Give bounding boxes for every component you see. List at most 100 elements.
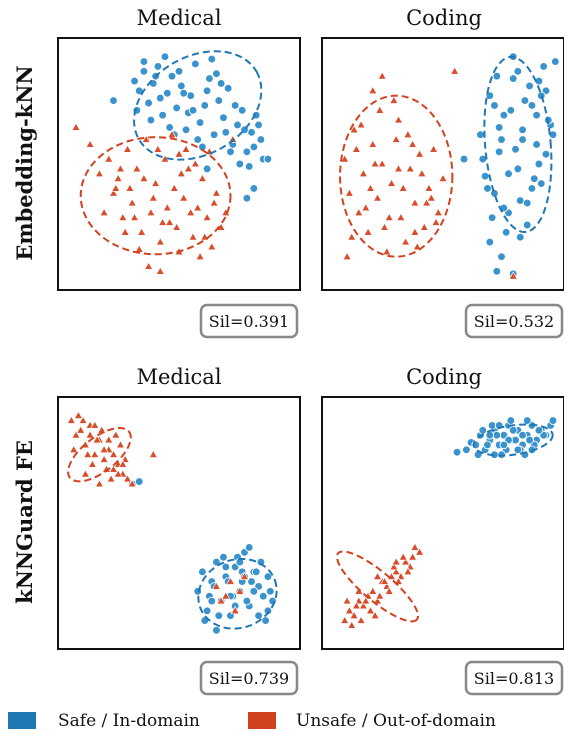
point-safe	[532, 140, 541, 149]
point-unsafe	[354, 207, 364, 217]
point-safe	[202, 164, 212, 174]
point-unsafe	[186, 207, 196, 217]
point-safe	[525, 81, 534, 91]
point-safe	[193, 135, 203, 144]
point-safe	[251, 567, 261, 577]
point-safe	[223, 84, 233, 93]
point-unsafe	[368, 85, 378, 95]
point-safe	[242, 193, 252, 203]
point-unsafe	[358, 601, 368, 610]
point-unsafe	[351, 601, 361, 610]
point-safe	[527, 101, 537, 110]
panel-title-0: Medical	[136, 6, 221, 30]
point-safe	[513, 164, 523, 174]
point-unsafe	[188, 232, 198, 241]
point-unsafe	[71, 122, 81, 131]
scatter-panel-knnguard-fe-medical	[57, 396, 301, 650]
point-safe	[242, 147, 252, 157]
point-safe	[174, 66, 184, 76]
point-safe	[195, 118, 205, 127]
point-unsafe	[386, 178, 397, 187]
point-unsafe	[80, 469, 90, 478]
silhouette-label-3: Sil=0.813	[474, 669, 554, 688]
point-safe	[497, 135, 506, 144]
series-unsafe	[71, 122, 238, 275]
cluster-ellipse-unsafe	[79, 136, 232, 256]
point-unsafe	[106, 474, 116, 483]
panel-title-3: Coding	[406, 365, 482, 389]
legend-label-safe: Safe / In-domain	[58, 711, 200, 731]
point-safe	[146, 115, 156, 125]
point-safe	[214, 96, 224, 105]
point-unsafe	[211, 581, 221, 590]
point-unsafe	[118, 459, 128, 468]
point-unsafe	[401, 557, 411, 566]
point-unsafe	[130, 212, 140, 221]
point-unsafe	[99, 444, 109, 454]
point-safe	[212, 69, 221, 79]
point-unsafe	[426, 193, 436, 202]
point-safe	[527, 184, 537, 193]
point-unsafe	[207, 242, 217, 251]
point-unsafe	[408, 552, 418, 561]
point-unsafe	[228, 134, 238, 143]
point-safe	[235, 159, 245, 169]
point-unsafe	[391, 566, 401, 576]
point-safe	[219, 552, 228, 562]
point-safe	[226, 147, 235, 157]
point-unsafe	[176, 168, 186, 178]
point-unsafe	[179, 193, 189, 202]
point-unsafe	[181, 144, 191, 153]
point-unsafe	[370, 610, 380, 620]
point-safe	[485, 430, 495, 440]
point-unsafe	[361, 202, 371, 212]
silhouette-badge-3: Sil=0.813	[464, 660, 564, 696]
point-safe	[497, 252, 506, 262]
point-safe	[244, 162, 254, 171]
cluster-ellipse-safe	[472, 423, 554, 457]
point-unsafe	[344, 188, 354, 197]
point-safe	[485, 91, 495, 101]
point-safe	[515, 232, 525, 242]
point-safe	[532, 110, 541, 120]
point-unsafe	[379, 576, 390, 585]
point-unsafe	[342, 251, 352, 261]
point-safe	[176, 81, 186, 91]
point-unsafe	[403, 566, 413, 576]
point-unsafe	[90, 449, 100, 458]
point-unsafe	[127, 198, 137, 207]
point-safe	[494, 147, 504, 157]
point-safe	[494, 123, 504, 132]
point-unsafe	[508, 271, 518, 280]
point-safe	[207, 54, 217, 64]
point-unsafe	[450, 66, 460, 75]
series-safe	[459, 52, 560, 279]
point-safe	[522, 220, 532, 230]
legend-swatch-safe	[8, 712, 36, 729]
series-unsafe	[340, 66, 518, 280]
point-unsafe	[235, 586, 245, 595]
point-safe	[534, 425, 544, 435]
point-unsafe	[104, 154, 114, 163]
point-unsafe	[419, 222, 429, 231]
point-unsafe	[349, 610, 359, 620]
scatter-panel-embedding-knn-coding	[321, 37, 564, 291]
plot-frame	[321, 37, 564, 291]
point-unsafe	[410, 227, 420, 236]
point-safe	[536, 91, 546, 101]
point-safe	[520, 96, 530, 105]
point-safe	[492, 267, 502, 276]
point-safe	[221, 562, 231, 572]
point-safe	[263, 606, 273, 616]
point-safe	[219, 113, 228, 122]
point-unsafe	[120, 227, 130, 236]
point-unsafe	[372, 571, 383, 580]
point-unsafe	[113, 469, 123, 478]
point-unsafe	[438, 173, 448, 182]
point-safe	[529, 174, 539, 183]
point-safe	[134, 477, 144, 486]
point-safe	[144, 98, 153, 108]
point-safe	[214, 611, 224, 621]
series-safe	[127, 477, 277, 635]
point-unsafe	[115, 439, 126, 449]
